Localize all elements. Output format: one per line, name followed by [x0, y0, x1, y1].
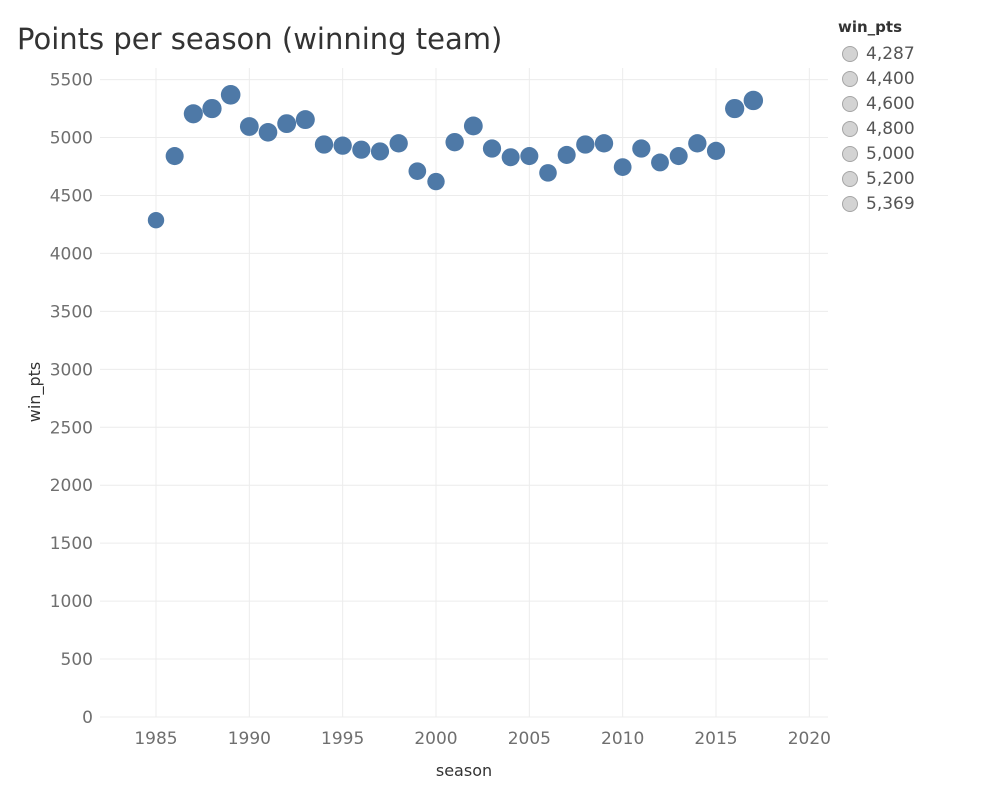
y-axis-title: win_pts — [25, 362, 45, 422]
legend-label: 5,000 — [866, 143, 915, 164]
legend-item: 5,369 — [838, 191, 988, 216]
x-tick-label: 2010 — [601, 729, 644, 749]
legend-items: 4,287 4,400 4,600 4,800 5,000 5,200 5,369 — [838, 41, 988, 216]
data-point — [165, 147, 184, 166]
y-tick-label: 3000 — [50, 360, 93, 380]
data-point — [352, 140, 371, 159]
data-point — [576, 135, 595, 154]
x-tick-label: 2000 — [414, 729, 457, 749]
data-point — [520, 147, 539, 166]
x-tick-label: 2005 — [508, 729, 551, 749]
y-axis-ticks: 0 500 1000 1500 2000 2500 3000 3500 4000 4500 5000… — [50, 71, 93, 728]
legend-item: 4,800 — [838, 116, 988, 141]
data-point — [632, 139, 651, 158]
data-point — [220, 84, 241, 105]
legend-item: 5,200 — [838, 166, 988, 191]
y-tick-label: 0 — [82, 708, 93, 728]
y-tick-label: 2500 — [50, 418, 93, 438]
data-point — [277, 114, 297, 134]
data-point — [295, 110, 315, 130]
x-axis-ticks: 1985 1990 1995 2000 2005 2010 2015 2020 — [134, 729, 831, 749]
data-point — [202, 98, 222, 119]
data-point — [501, 148, 520, 167]
y-tick-label: 5000 — [50, 129, 93, 149]
data-point — [482, 139, 502, 158]
y-tick-label: 1000 — [50, 592, 93, 612]
data-point — [463, 116, 483, 136]
chart-title: Points per season (winning team) — [17, 22, 503, 56]
legend-circle-icon — [842, 70, 858, 87]
x-tick-label: 2020 — [788, 729, 831, 749]
data-point — [314, 135, 334, 154]
data-point — [594, 134, 614, 153]
legend-circle-icon — [842, 170, 858, 187]
legend-label: 5,369 — [866, 193, 915, 214]
legend-item: 4,287 — [838, 41, 988, 66]
data-point — [147, 211, 165, 229]
y-tick-label: 2000 — [50, 476, 93, 496]
legend-item: 5,000 — [838, 141, 988, 166]
data-point — [613, 158, 632, 176]
legend-item: 4,400 — [838, 66, 988, 91]
data-point — [239, 117, 259, 136]
data-point — [183, 104, 203, 124]
x-tick-label: 1990 — [228, 729, 271, 749]
legend-circle-icon — [842, 145, 858, 162]
data-point — [688, 134, 707, 153]
data-point — [669, 147, 688, 166]
y-tick-label: 3500 — [50, 302, 93, 322]
x-tick-label: 1995 — [321, 729, 364, 749]
x-tick-label: 1985 — [134, 729, 177, 749]
legend-circle-icon — [842, 120, 858, 137]
legend-item: 4,600 — [838, 91, 988, 116]
legend-label: 4,600 — [866, 93, 915, 114]
y-tick-label: 500 — [61, 650, 93, 670]
legend-label: 5,200 — [866, 168, 915, 189]
data-point — [370, 142, 390, 161]
data-point — [258, 123, 278, 142]
y-tick-label: 5500 — [50, 71, 93, 91]
legend-circle-icon — [842, 95, 858, 112]
data-point — [408, 162, 427, 180]
data-points — [147, 84, 764, 229]
x-tick-label: 2015 — [694, 729, 737, 749]
data-point — [445, 132, 464, 152]
data-point — [389, 134, 408, 153]
data-point — [557, 145, 576, 164]
data-point — [743, 90, 764, 111]
legend-circle-icon — [842, 45, 858, 62]
legend-label: 4,800 — [866, 118, 915, 139]
legend-circle-icon — [842, 195, 858, 212]
data-point — [706, 141, 726, 160]
legend-label: 4,400 — [866, 68, 915, 89]
y-tick-label: 4500 — [50, 186, 93, 206]
data-point — [427, 172, 445, 191]
legend-title: win_pts — [838, 18, 903, 36]
size-legend: win_pts 4,287 4,400 4,600 4,800 5,000 5,200 5,… — [838, 18, 988, 216]
x-axis-title: season — [436, 761, 492, 780]
y-tick-label: 4000 — [50, 244, 93, 264]
data-point — [651, 153, 669, 172]
data-point — [333, 136, 352, 155]
data-point — [725, 98, 745, 119]
legend-label: 4,287 — [866, 43, 915, 64]
grid-layer — [100, 68, 828, 718]
data-point — [539, 164, 557, 182]
y-tick-label: 1500 — [50, 534, 93, 554]
